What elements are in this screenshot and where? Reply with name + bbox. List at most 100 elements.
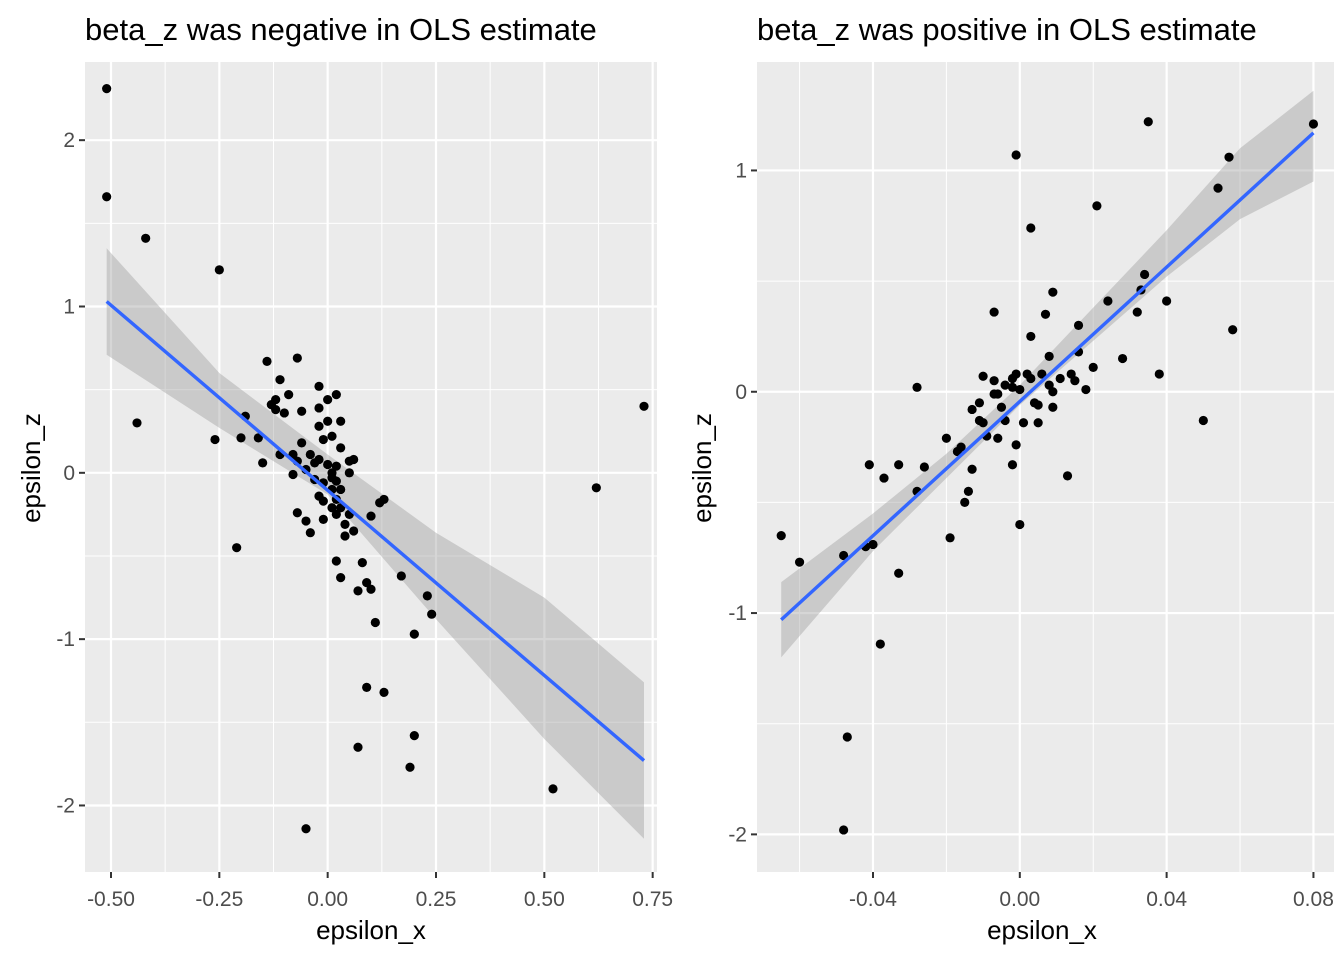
y-tick-label: 2 bbox=[63, 129, 75, 152]
data-point bbox=[422, 591, 432, 601]
data-point bbox=[288, 469, 298, 480]
data-point bbox=[1048, 402, 1058, 412]
regression-line bbox=[105, 300, 646, 762]
data-point bbox=[379, 687, 389, 697]
data-point bbox=[1081, 384, 1091, 395]
data-point bbox=[1040, 309, 1051, 319]
data-point bbox=[292, 508, 302, 518]
data-point bbox=[941, 433, 951, 443]
data-point bbox=[331, 509, 341, 520]
data-point bbox=[297, 406, 307, 416]
data-point bbox=[1007, 382, 1018, 392]
data-point bbox=[945, 533, 955, 543]
data-point bbox=[1224, 152, 1234, 162]
data-point bbox=[879, 473, 889, 483]
plot-area: -0.04 0.00 0.04 0.08 -2 -1 0 1 bbox=[728, 62, 1334, 911]
data-point bbox=[963, 486, 974, 496]
data-point bbox=[331, 476, 341, 486]
x-axis-title: epsilon_x bbox=[987, 915, 1097, 945]
data-point bbox=[336, 484, 346, 495]
data-point bbox=[297, 438, 307, 448]
data-point bbox=[318, 514, 328, 524]
data-point bbox=[1198, 415, 1208, 426]
data-point bbox=[362, 577, 372, 588]
data-point bbox=[875, 639, 885, 649]
data-point bbox=[102, 192, 112, 202]
data-point bbox=[1117, 353, 1128, 364]
y-tick-label: -2 bbox=[56, 794, 75, 817]
data-point bbox=[1103, 296, 1113, 306]
data-point bbox=[548, 784, 558, 794]
y-tick-label: -1 bbox=[728, 602, 747, 625]
left-scatter-panel: -0.50 -0.25 0.00 0.25 0.50 0.75 -2 -1 0 1 2 beta_z… bbox=[16, 12, 673, 945]
data-point bbox=[262, 356, 272, 366]
data-point bbox=[318, 434, 328, 445]
x-tick-label: 0.50 bbox=[524, 888, 565, 911]
data-point bbox=[1062, 471, 1073, 481]
panel-title: beta_z was positive in OLS estimate bbox=[757, 12, 1257, 47]
y-axis-title: epsilon_z bbox=[687, 413, 717, 523]
data-point bbox=[323, 395, 333, 405]
data-point bbox=[327, 503, 337, 513]
data-point bbox=[323, 416, 333, 426]
data-point bbox=[253, 433, 263, 443]
data-point bbox=[370, 617, 380, 628]
data-point bbox=[366, 584, 376, 594]
panel-background bbox=[85, 62, 657, 872]
x-tick-label: 0.04 bbox=[1146, 888, 1187, 911]
data-point bbox=[989, 376, 999, 386]
data-point bbox=[1026, 331, 1036, 342]
data-point bbox=[141, 233, 151, 243]
data-point bbox=[1143, 117, 1153, 127]
data-point bbox=[1048, 287, 1058, 297]
data-point bbox=[331, 461, 341, 471]
data-point bbox=[357, 558, 367, 568]
y-tick-label: 1 bbox=[63, 295, 75, 318]
data-point bbox=[1044, 351, 1054, 361]
data-point bbox=[919, 462, 929, 472]
data-point bbox=[864, 460, 874, 470]
data-point bbox=[292, 353, 302, 363]
data-point bbox=[409, 731, 419, 741]
data-point bbox=[1092, 201, 1102, 211]
data-point bbox=[1011, 440, 1021, 450]
data-point bbox=[1037, 369, 1047, 379]
data-point bbox=[978, 371, 988, 381]
data-point bbox=[993, 433, 1003, 443]
data-point bbox=[210, 434, 220, 445]
data-point bbox=[284, 390, 294, 400]
data-point bbox=[353, 742, 363, 752]
data-point bbox=[1213, 183, 1223, 193]
data-point bbox=[1070, 376, 1080, 386]
data-point bbox=[331, 390, 341, 400]
data-point bbox=[305, 449, 315, 460]
data-point bbox=[956, 442, 966, 452]
x-tick-label: 0.25 bbox=[416, 888, 457, 911]
panel-title: beta_z was negative in OLS estimate bbox=[85, 12, 597, 47]
data-point bbox=[1007, 460, 1018, 470]
data-point bbox=[323, 459, 333, 470]
data-point bbox=[996, 402, 1007, 412]
data-point bbox=[327, 431, 337, 441]
data-point bbox=[1048, 387, 1058, 397]
data-point bbox=[794, 557, 805, 567]
data-point bbox=[1088, 362, 1098, 373]
data-point bbox=[340, 531, 350, 541]
data-point bbox=[427, 609, 437, 619]
confidence-band bbox=[106, 248, 644, 839]
y-tick-label: -2 bbox=[728, 823, 747, 846]
data-point bbox=[1308, 119, 1319, 129]
data-point bbox=[314, 454, 324, 465]
data-point bbox=[894, 460, 904, 470]
data-point bbox=[366, 511, 376, 521]
data-point bbox=[960, 497, 970, 508]
y-tick-label: -1 bbox=[56, 628, 75, 651]
data-point bbox=[258, 458, 268, 468]
data-point bbox=[301, 516, 311, 526]
data-point bbox=[1018, 418, 1029, 428]
data-point bbox=[336, 573, 346, 583]
data-point bbox=[301, 824, 311, 834]
data-point bbox=[396, 571, 406, 581]
x-tick-label: -0.25 bbox=[195, 888, 243, 911]
x-axis-title: epsilon_x bbox=[316, 915, 426, 945]
